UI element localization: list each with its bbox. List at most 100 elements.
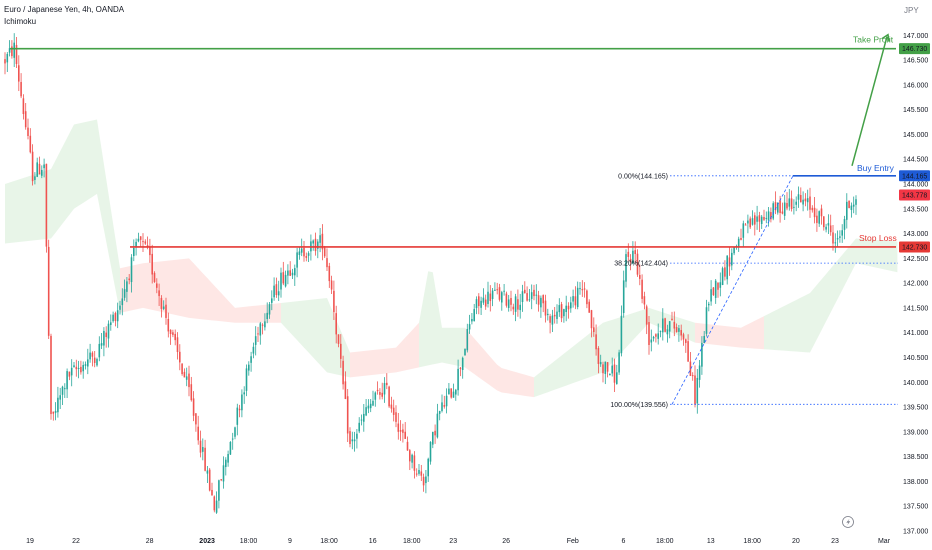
cloud-segment	[248, 305, 254, 323]
candle-body	[471, 318, 473, 322]
candle-body	[438, 411, 441, 414]
candle-body	[698, 365, 701, 380]
tradingview-logo-icon[interactable]	[842, 516, 854, 528]
time-tick: 16	[369, 538, 377, 545]
time-axis[interactable]: 19 22 28 2023 18:00 9 18:00 16 18:00 23 26 Feb 6 18:0…	[26, 538, 891, 545]
candle-body	[604, 361, 607, 374]
candle-body	[664, 318, 666, 332]
candle-body	[20, 82, 22, 97]
candle-body	[436, 413, 439, 438]
candle-body	[112, 314, 114, 322]
candle-body	[144, 241, 147, 244]
candle-body	[287, 270, 289, 276]
candle-body	[570, 302, 572, 309]
price-tick: 142.500	[903, 256, 928, 263]
candle-body	[595, 334, 597, 350]
candle-body	[96, 358, 98, 366]
cloud-segment	[152, 261, 157, 311]
candle-body	[169, 329, 172, 335]
candle-body	[248, 364, 250, 371]
candle-body	[519, 304, 521, 311]
candle-body	[227, 454, 229, 463]
candle-body	[208, 469, 211, 491]
price-axis[interactable]: 137.000 137.500 138.000 138.500 139.000 139.5…	[899, 33, 930, 536]
cloud-segment	[874, 239, 879, 269]
candle-body	[328, 265, 331, 282]
indicator-label[interactable]: Ichimoku	[4, 17, 37, 26]
fib-label: 100.00%(139.556)	[610, 402, 668, 409]
candle-body	[190, 384, 193, 401]
cloud-segment	[382, 348, 387, 374]
candle-body	[809, 196, 811, 210]
cloud-segment	[198, 268, 203, 320]
candle-body	[75, 366, 78, 370]
cloud-segment	[515, 372, 521, 396]
cloud-segment	[230, 302, 235, 323]
price-tick: 147.000	[903, 33, 928, 40]
candle-body	[133, 247, 135, 257]
candle-body	[183, 371, 186, 378]
candle-body	[680, 330, 682, 336]
candle-body	[655, 334, 657, 337]
candle-body	[657, 333, 659, 339]
candle-body	[650, 339, 653, 343]
candle-body	[576, 287, 579, 308]
cloud-segment	[745, 323, 751, 349]
cloud-segment	[685, 319, 691, 341]
cloud-segment	[860, 238, 866, 266]
candle-body	[363, 413, 365, 422]
candle-body	[89, 352, 91, 360]
cloud-segment	[78, 122, 84, 206]
candle-body	[537, 295, 540, 305]
candle-body	[648, 322, 650, 345]
candle-body	[593, 327, 595, 333]
candle-body	[84, 364, 87, 366]
cloud-segment	[331, 308, 337, 375]
candle-body	[73, 365, 75, 368]
candle-body	[379, 392, 381, 395]
candle-body	[114, 313, 117, 322]
cloud-segment	[658, 310, 663, 329]
candle-body	[64, 388, 66, 390]
candle-body	[174, 333, 176, 341]
price-tick: 140.500	[903, 355, 928, 362]
candle-body	[176, 337, 179, 352]
candle-body	[11, 46, 13, 57]
fib-trendline	[671, 175, 794, 405]
cloud-segment	[598, 322, 603, 375]
candle-body	[197, 426, 199, 441]
cloud-segment	[110, 208, 116, 290]
cloud-segment	[432, 272, 438, 365]
candle-body	[204, 447, 206, 471]
candle-body	[225, 459, 227, 468]
candle-body	[581, 289, 584, 291]
candle-body	[473, 309, 475, 322]
take-profit-tag-bg	[899, 43, 930, 55]
cloud-segment	[322, 298, 327, 373]
candle-body	[59, 395, 61, 400]
candle-body	[742, 223, 745, 238]
candle-body	[344, 381, 347, 399]
candle-body	[832, 232, 834, 244]
candle-body	[634, 250, 636, 255]
candle-body	[342, 360, 344, 385]
candle-body	[498, 287, 501, 300]
candle-body	[673, 321, 676, 329]
cloud-segment	[414, 322, 419, 369]
candle-body	[747, 220, 749, 224]
cloud-segment	[28, 175, 33, 241]
stop-loss-label: Stop Loss	[859, 233, 897, 243]
candle-body	[397, 423, 400, 432]
cloud-segment	[308, 299, 314, 358]
cloud-segment	[239, 306, 245, 323]
candle-body	[165, 304, 167, 318]
candle-body	[553, 314, 556, 317]
candle-body	[804, 198, 807, 202]
cloud-segment	[442, 327, 447, 364]
candle-body	[259, 323, 262, 336]
candle-body	[710, 289, 712, 302]
candle-body	[834, 242, 837, 244]
candle-body	[409, 450, 411, 462]
candle-body	[61, 386, 64, 395]
